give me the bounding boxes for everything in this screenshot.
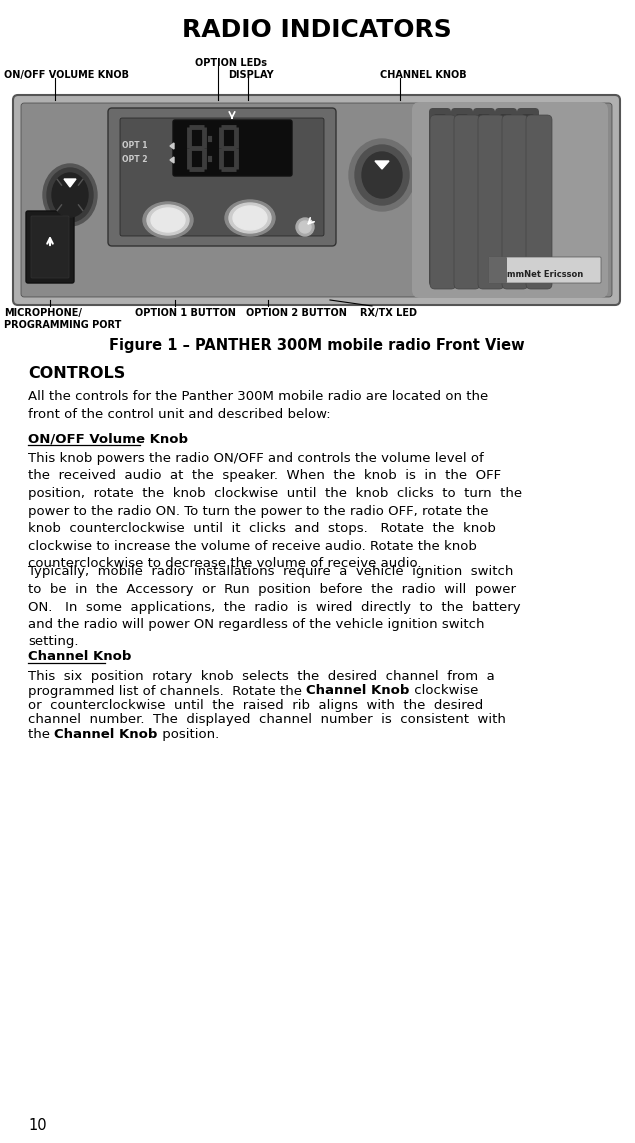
Text: position.: position. <box>157 728 219 741</box>
Text: CommNet Ericsson: CommNet Ericsson <box>495 270 584 279</box>
Text: clockwise: clockwise <box>410 685 478 697</box>
FancyBboxPatch shape <box>454 115 480 289</box>
Text: channel  number.  The  displayed  channel  number  is  consistent  with: channel number. The displayed channel nu… <box>28 713 506 727</box>
Text: programmed list of channels.  Rotate the: programmed list of channels. Rotate the <box>28 685 306 697</box>
Text: OPT 1: OPT 1 <box>122 142 147 151</box>
FancyBboxPatch shape <box>522 114 534 280</box>
Ellipse shape <box>151 208 185 232</box>
Circle shape <box>299 221 311 233</box>
FancyBboxPatch shape <box>517 107 539 286</box>
FancyBboxPatch shape <box>21 103 612 297</box>
FancyBboxPatch shape <box>429 107 451 286</box>
FancyBboxPatch shape <box>13 95 620 305</box>
FancyBboxPatch shape <box>473 107 495 286</box>
Text: or  counterclockwise  until  the  raised  rib  aligns  with  the  desired: or counterclockwise until the raised rib… <box>28 700 483 712</box>
Text: MICROPHONE/
PROGRAMMING PORT: MICROPHONE/ PROGRAMMING PORT <box>4 307 121 330</box>
Text: ON/OFF VOLUME KNOB: ON/OFF VOLUME KNOB <box>4 70 129 80</box>
Ellipse shape <box>147 205 189 235</box>
Polygon shape <box>170 157 174 163</box>
Text: Channel Knob: Channel Knob <box>54 728 157 741</box>
FancyBboxPatch shape <box>478 115 504 289</box>
Polygon shape <box>170 143 174 149</box>
Ellipse shape <box>43 163 97 226</box>
Ellipse shape <box>52 173 88 217</box>
FancyBboxPatch shape <box>430 115 456 289</box>
FancyBboxPatch shape <box>478 114 490 280</box>
FancyBboxPatch shape <box>456 114 468 280</box>
FancyBboxPatch shape <box>526 115 552 289</box>
Ellipse shape <box>355 145 409 205</box>
Text: OPTION LEDs: OPTION LEDs <box>195 58 267 67</box>
FancyBboxPatch shape <box>451 107 473 286</box>
Text: OPT 2: OPT 2 <box>122 155 147 165</box>
FancyBboxPatch shape <box>31 216 69 278</box>
Text: 10: 10 <box>28 1118 46 1133</box>
Text: Channel Knob: Channel Knob <box>306 685 410 697</box>
FancyBboxPatch shape <box>26 211 74 283</box>
Ellipse shape <box>362 152 402 198</box>
Text: This knob powers the radio ON/OFF and controls the volume level of
the  received: This knob powers the radio ON/OFF and co… <box>28 451 522 570</box>
FancyBboxPatch shape <box>173 120 292 176</box>
FancyBboxPatch shape <box>502 115 528 289</box>
Polygon shape <box>64 179 76 187</box>
Text: Figure 1 – PANTHER 300M mobile radio Front View: Figure 1 – PANTHER 300M mobile radio Fro… <box>109 338 525 353</box>
Ellipse shape <box>349 139 415 211</box>
FancyBboxPatch shape <box>489 257 507 283</box>
Ellipse shape <box>143 202 193 238</box>
Text: CHANNEL KNOB: CHANNEL KNOB <box>380 70 467 80</box>
Text: ON/OFF Volume Knob: ON/OFF Volume Knob <box>28 432 188 445</box>
Text: RX/TX LED: RX/TX LED <box>360 307 417 318</box>
FancyBboxPatch shape <box>500 114 512 280</box>
Text: Channel Knob: Channel Knob <box>28 650 131 663</box>
Text: This  six  position  rotary  knob  selects  the  desired  channel  from  a: This six position rotary knob selects th… <box>28 670 495 684</box>
Polygon shape <box>375 161 389 169</box>
FancyBboxPatch shape <box>489 257 601 283</box>
FancyBboxPatch shape <box>412 102 608 298</box>
Ellipse shape <box>47 168 93 222</box>
Circle shape <box>296 218 314 235</box>
Text: Typically,  mobile  radio  installations  require  a  vehicle  ignition  switch
: Typically, mobile radio installations re… <box>28 566 521 648</box>
Ellipse shape <box>225 200 275 235</box>
Text: OPTION 1 BUTTON: OPTION 1 BUTTON <box>135 307 236 318</box>
Text: RADIO INDICATORS: RADIO INDICATORS <box>182 18 452 42</box>
Text: All the controls for the Panther 300M mobile radio are located on the
front of t: All the controls for the Panther 300M mo… <box>28 390 488 421</box>
FancyBboxPatch shape <box>434 114 446 280</box>
Text: CONTROLS: CONTROLS <box>28 366 125 381</box>
FancyBboxPatch shape <box>108 107 336 246</box>
Text: the: the <box>28 728 54 741</box>
Ellipse shape <box>229 203 271 233</box>
Ellipse shape <box>233 206 267 230</box>
Text: DISPLAY: DISPLAY <box>228 70 274 80</box>
FancyBboxPatch shape <box>495 107 517 286</box>
Text: OPTION 2 BUTTON: OPTION 2 BUTTON <box>246 307 347 318</box>
FancyBboxPatch shape <box>120 118 324 235</box>
